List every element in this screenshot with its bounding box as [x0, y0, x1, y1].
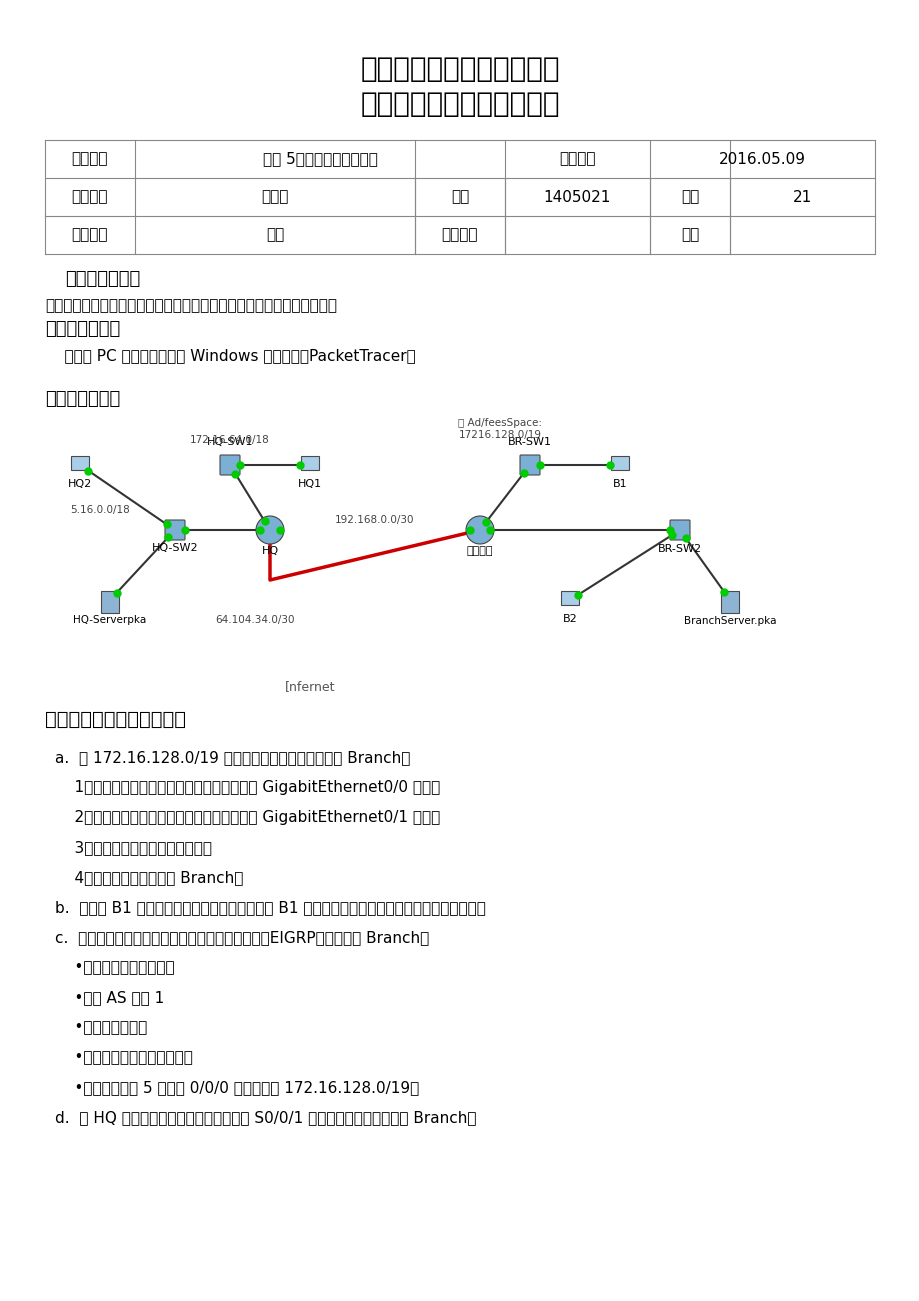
Text: 三、实验拓扑图: 三、实验拓扑图 — [45, 390, 120, 409]
Text: 成都工业学院计算机工程系: 成都工业学院计算机工程系 — [360, 55, 559, 83]
Text: •将相应接口配置为被动接口: •将相应接口配置为被动接口 — [55, 1050, 193, 1066]
Text: 2016.05.09: 2016.05.09 — [719, 151, 805, 167]
Text: HQ-SW1: HQ-SW1 — [207, 437, 253, 448]
Text: 172.16.64.0/18: 172.16.64.0/18 — [190, 435, 269, 445]
Text: 市 Ad/feesSpace:
17216.128.0/19: 市 Ad/feesSpace: 17216.128.0/19 — [458, 419, 541, 440]
Text: •禁用自动总结。: •禁用自动总结。 — [55, 1020, 147, 1036]
Text: HQ-Serverpka: HQ-Serverpka — [74, 615, 146, 624]
Text: 1）将第二个子网的最后一个可用地址分配给 GigabitEthernet0/0 接口。: 1）将第二个子网的最后一个可用地址分配给 GigabitEthernet0/0 … — [55, 781, 440, 795]
Text: 实验 5、访问控制列表实验: 实验 5、访问控制列表实验 — [262, 151, 377, 167]
Text: 学生姓名: 学生姓名 — [72, 190, 108, 204]
Text: 192.168.0.0/30: 192.168.0.0/30 — [335, 515, 414, 526]
Text: 64.104.34.0/30: 64.104.34.0/30 — [215, 615, 294, 624]
Text: 1405021: 1405021 — [543, 190, 610, 204]
Text: BR-SW1: BR-SW1 — [507, 437, 551, 448]
Text: HQ1: HQ1 — [298, 479, 322, 489]
Text: 2）将第一个子网的最后一个可用地址分配给 GigabitEthernet0/1 接口。: 2）将第一个子网的最后一个可用地址分配给 GigabitEthernet0/1 … — [55, 811, 440, 825]
Text: 路由与交换技术》实验报告: 路由与交换技术》实验报告 — [360, 90, 559, 118]
Text: d.  在 HQ 上设置默认路由，将流量发送到 S0/0/1 接口。将路由重新分配给 Branch。: d. 在 HQ 上设置默认路由，将流量发送到 S0/0/1 接口。将路由重新分配… — [55, 1110, 476, 1125]
Text: 5.16.0.0/18: 5.16.0.0/18 — [70, 505, 130, 515]
FancyBboxPatch shape — [669, 520, 689, 540]
Text: B1: B1 — [612, 479, 627, 489]
Text: BR-SW2: BR-SW2 — [657, 544, 701, 554]
Text: a.  将 172.16.128.0/19 划分为两个相等的子网以用于 Branch。: a. 将 172.16.128.0/19 划分为两个相等的子网以用于 Branc… — [55, 749, 410, 765]
Text: 3）将编址记录在地址分配表中。: 3）将编址记录在地址分配表中。 — [55, 840, 211, 855]
Text: 一、实验目的：: 一、实验目的： — [65, 271, 140, 288]
Text: 4）使用适当的编址配置 Branch。: 4）使用适当的编址配置 Branch。 — [55, 870, 244, 885]
Text: 学号: 学号 — [680, 190, 698, 204]
Text: b.  使用与 B1 连接的网络的第一个可用地址，为 B1 配置适当编址。将编址记录在地址分配表中。: b. 使用与 B1 连接的网络的第一个可用地址，为 B1 配置适当编址。将编址记… — [55, 900, 485, 915]
FancyBboxPatch shape — [165, 520, 185, 540]
Text: 张敏: 张敏 — [266, 228, 284, 242]
Text: 指导教师: 指导教师 — [72, 228, 108, 242]
Text: 实验名称: 实验名称 — [72, 151, 108, 167]
Circle shape — [466, 516, 494, 544]
Text: [nfernet: [nfernet — [285, 680, 335, 693]
FancyBboxPatch shape — [720, 591, 738, 613]
Text: 余铅波: 余铅波 — [261, 190, 289, 204]
Text: HQ-SW2: HQ-SW2 — [152, 543, 199, 553]
Text: 四、实验内容（实验要求）: 四、实验内容（实验要求） — [45, 710, 186, 729]
Text: •使用管理距离 5 在序列 0/0/0 接口上总结 172.16.128.0/19。: •使用管理距离 5 在序列 0/0/0 接口上总结 172.16.128.0/1… — [55, 1080, 419, 1095]
Text: 联网的 PC 机一台，安装有 Windows 操作系统，PacketTracer。: 联网的 PC 机一台，安装有 Windows 操作系统，PacketTracer… — [45, 347, 415, 363]
Text: 班级: 班级 — [450, 190, 469, 204]
Text: •分配 AS 编号 1: •分配 AS 编号 1 — [55, 990, 165, 1004]
Circle shape — [255, 516, 284, 544]
FancyBboxPatch shape — [561, 591, 578, 605]
FancyBboxPatch shape — [301, 455, 319, 471]
Text: BranchServer.pka: BranchServer.pka — [683, 615, 776, 626]
FancyBboxPatch shape — [101, 591, 119, 613]
Text: 21: 21 — [792, 190, 811, 204]
Text: 分支机构: 分支机构 — [466, 546, 493, 556]
Text: 实验时间: 实验时间 — [559, 151, 596, 167]
Text: •通告所有三个连接网络: •通告所有三个连接网络 — [55, 960, 175, 974]
Text: HQ: HQ — [261, 546, 278, 556]
FancyBboxPatch shape — [519, 455, 539, 475]
Text: 在本练习中，您需要完成编址方案、配置路由并实施命名访问控制列表。: 在本练习中，您需要完成编址方案、配置路由并实施命名访问控制列表。 — [45, 298, 336, 314]
FancyBboxPatch shape — [610, 455, 629, 471]
Text: 成绩: 成绩 — [680, 228, 698, 242]
Text: 批阅教师: 批阅教师 — [441, 228, 478, 242]
Text: B2: B2 — [562, 614, 577, 624]
Text: HQ2: HQ2 — [68, 479, 92, 489]
Text: 二、实验设备：: 二、实验设备： — [45, 320, 120, 338]
FancyBboxPatch shape — [220, 455, 240, 475]
Text: c.  根据以下条件，使用增强型内部网关路由协议（EIGRP）路由配置 Branch。: c. 根据以下条件，使用增强型内部网关路由协议（EIGRP）路由配置 Branc… — [55, 930, 429, 945]
FancyBboxPatch shape — [71, 455, 89, 471]
